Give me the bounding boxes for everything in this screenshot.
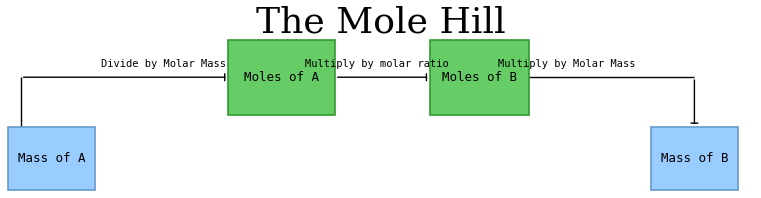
Text: Multiply by molar ratio: Multiply by molar ratio (305, 59, 448, 69)
Text: The Mole Hill: The Mole Hill (256, 6, 505, 40)
Text: Moles of A: Moles of A (244, 71, 319, 84)
FancyBboxPatch shape (430, 40, 529, 115)
Text: Multiply by Molar Mass: Multiply by Molar Mass (498, 59, 635, 69)
FancyBboxPatch shape (8, 127, 95, 190)
FancyBboxPatch shape (651, 127, 738, 190)
Text: Divide by Molar Mass: Divide by Molar Mass (101, 59, 226, 69)
Text: Mass of A: Mass of A (18, 152, 85, 165)
FancyBboxPatch shape (228, 40, 335, 115)
Text: Moles of B: Moles of B (442, 71, 517, 84)
Text: Mass of B: Mass of B (661, 152, 728, 165)
